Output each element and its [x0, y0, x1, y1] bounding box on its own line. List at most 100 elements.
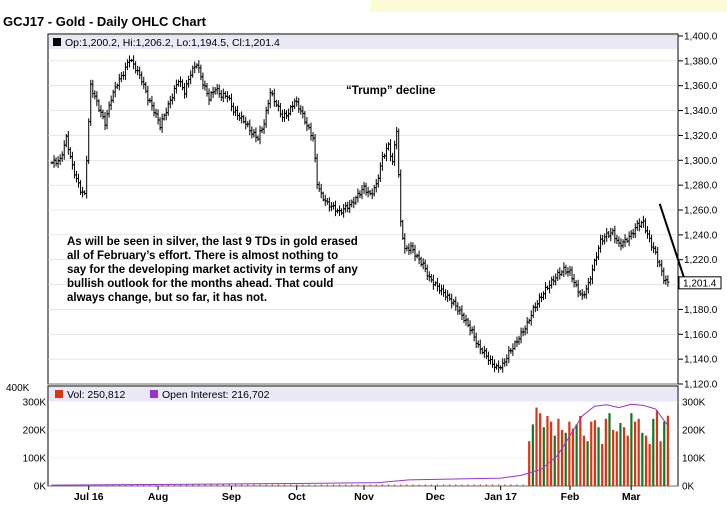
volume-bar: [586, 441, 589, 486]
trendline: [658, 203, 686, 279]
volume-bar: [137, 484, 139, 486]
volume-bar: [542, 427, 545, 486]
volume-bar: [167, 484, 169, 486]
volume-bar: [659, 441, 662, 486]
last-price-label: 1,201.4: [683, 278, 717, 289]
last-price-box: [678, 276, 722, 290]
volume-bar: [557, 418, 560, 486]
volume-bar: [597, 427, 600, 486]
volume-bar: [277, 484, 279, 486]
month-label: Mar: [622, 491, 641, 503]
month-label: Nov: [354, 491, 374, 503]
volume-bar: [332, 484, 335, 486]
volume-left-tick-label: 200K: [23, 426, 47, 437]
volume-bar: [173, 484, 175, 486]
price-legend-bar: [49, 35, 677, 49]
volume-bar: [553, 435, 556, 486]
price-legend: Op:1,200.2, Hi:1,206.2, Lo:1,194.5, Cl:1…: [65, 37, 280, 49]
volume-bar: [666, 415, 669, 486]
volume-bar: [394, 484, 396, 486]
month-label: Feb: [561, 491, 580, 503]
price-tick-label: 1,220.0: [684, 255, 718, 266]
volume-bar: [436, 484, 439, 486]
volume-bar: [485, 484, 487, 486]
volume-bar: [216, 484, 218, 486]
volume-bar: [604, 418, 607, 486]
volume-bar: [442, 484, 445, 486]
ohlc-bars: [50, 55, 670, 373]
volume-bar: [424, 484, 426, 486]
volume-bar: [253, 484, 255, 486]
volume-bar: [546, 416, 549, 486]
volume-bar: [582, 435, 586, 486]
month-label: Sep: [222, 491, 241, 503]
volume-bar: [228, 484, 231, 486]
chart-title: GCJ17 - Gold - Daily OHLC Chart: [3, 14, 207, 29]
volume-bar: [510, 484, 512, 486]
price-tick-label: 1,340.0: [684, 106, 718, 117]
volume-bar: [296, 484, 298, 486]
volume-bar: [345, 484, 347, 486]
volume-bar: [568, 421, 571, 486]
commentary-line: all of February’s effort. There is almos…: [67, 250, 338, 262]
price-y-axis: 1,400.0 1,380.0 1,360.0 1,340.0 1,320.0 1,300…: [678, 32, 718, 391]
volume-bar: [283, 484, 286, 486]
volume-bar: [590, 421, 593, 486]
volume-bar: [560, 430, 564, 486]
volume-bar: [179, 484, 182, 486]
open-interest-line: [51, 403, 669, 486]
price-tick-label: 1,260.0: [684, 206, 718, 217]
price-tick-label: 1,160.0: [684, 330, 718, 341]
volume-bar: [412, 484, 414, 486]
volume-bar: [241, 484, 243, 486]
month-label: Oct: [288, 491, 306, 503]
volume-bar: [641, 432, 644, 486]
volume-left-tick-label: 100K: [23, 454, 47, 465]
price-tick-label: 1,140.0: [684, 355, 718, 366]
volume-bar: [663, 421, 666, 486]
price-legend-swatch: [53, 38, 61, 46]
price-gridlines: [48, 35, 678, 385]
volume-bar: [491, 484, 494, 486]
volume-right-tick-label: 300K: [682, 398, 706, 409]
volume-bar: [124, 484, 127, 486]
volume-bar: [387, 484, 390, 486]
volume-bar: [479, 484, 481, 486]
volume-bar: [118, 484, 120, 486]
volume-bar: [648, 444, 651, 486]
volume-bar: [626, 435, 629, 486]
volume-bar: [357, 484, 359, 486]
price-tick-label: 1,240.0: [684, 230, 718, 241]
ohlc-bar: [666, 275, 670, 287]
price-tick-label: 1,280.0: [684, 181, 718, 192]
volume-bar: [308, 484, 310, 486]
volume-bar: [192, 484, 194, 486]
volume-bar: [455, 484, 457, 486]
volume-bar: [467, 484, 469, 486]
volume-bars: [51, 407, 669, 486]
price-tick-label: 1,320.0: [684, 131, 718, 142]
volume-bar: [633, 421, 637, 486]
volume-bar: [155, 484, 157, 486]
x-axis: Jul 16 Aug Sep Oct Nov Dec Jan 17 Feb Mar: [74, 486, 641, 503]
volume-bar: [302, 484, 304, 486]
commentary-line: always change, but so far, it has not.: [67, 292, 267, 304]
volume-bar: [247, 484, 249, 486]
volume-bar: [130, 484, 133, 486]
volume-right-tick-label: 100K: [682, 454, 706, 465]
month-label: Aug: [148, 491, 168, 503]
annotation-trump-decline: “Trump” decline: [346, 85, 435, 97]
volume-left-tick-label: 300K: [23, 398, 47, 409]
price-tick-label: 1,380.0: [684, 56, 718, 67]
volume-bar: [615, 431, 618, 486]
volume-bar: [575, 424, 578, 486]
volume-bar: [461, 484, 463, 486]
volume-bar: [271, 484, 273, 486]
price-tick-label: 1,180.0: [684, 305, 718, 316]
volume-bar: [655, 410, 659, 486]
volume-bar: [531, 424, 534, 486]
month-label: Jul 16: [74, 491, 104, 503]
volume-bar: [637, 418, 640, 486]
volume-bar: [381, 484, 383, 486]
volume-bar: [498, 484, 500, 486]
